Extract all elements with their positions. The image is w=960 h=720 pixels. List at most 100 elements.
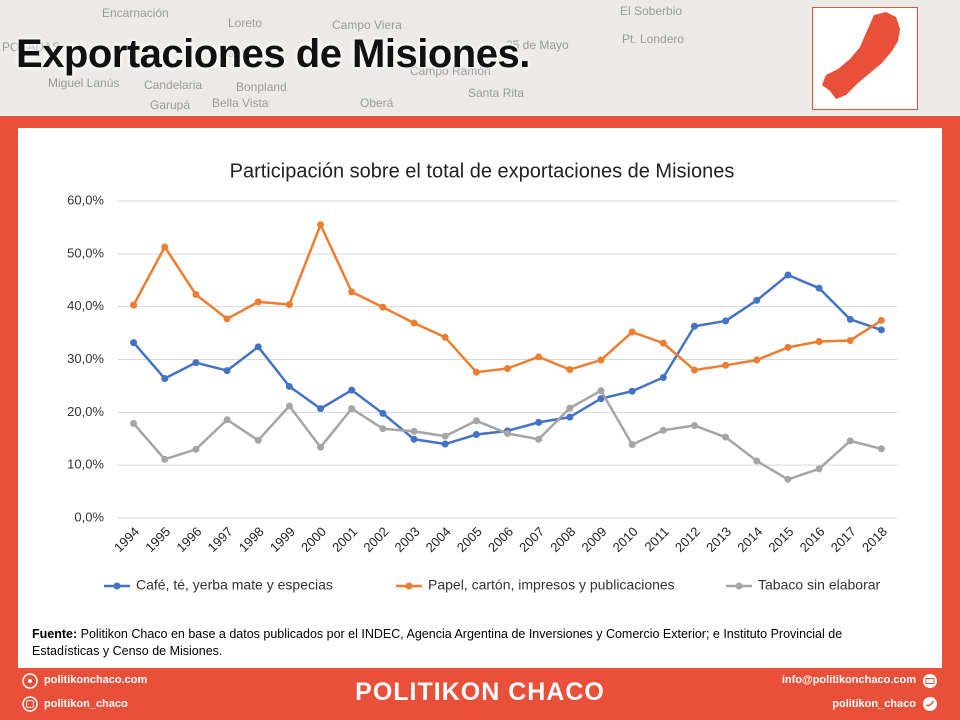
x-tick-label: 1999 bbox=[267, 524, 298, 555]
data-point bbox=[815, 465, 823, 473]
x-tick-label: 2014 bbox=[734, 524, 765, 555]
x-tick-label: 2005 bbox=[454, 524, 485, 555]
email[interactable]: info@politikonchaco.com bbox=[781, 674, 916, 686]
map-label: Loreto bbox=[228, 16, 263, 30]
page-title: Exportaciones de Misiones. bbox=[16, 32, 530, 76]
data-point bbox=[690, 322, 698, 330]
twitter[interactable]: politikon_chaco bbox=[832, 698, 916, 710]
data-point bbox=[410, 319, 418, 327]
panel bbox=[18, 128, 942, 668]
data-point bbox=[659, 426, 667, 434]
map-label: Bonpland bbox=[236, 80, 287, 94]
x-tick-label: 1994 bbox=[111, 524, 142, 555]
province-shape bbox=[822, 12, 900, 99]
data-point bbox=[784, 271, 792, 279]
y-tick-label: 40,0% bbox=[67, 298, 104, 313]
data-point bbox=[628, 328, 636, 336]
data-point bbox=[254, 343, 262, 351]
data-point bbox=[379, 425, 387, 433]
data-point bbox=[192, 359, 200, 367]
data-point bbox=[161, 243, 169, 251]
x-tick-label: 1995 bbox=[142, 524, 173, 555]
data-point bbox=[410, 427, 418, 435]
data-point bbox=[504, 364, 511, 372]
data-point bbox=[815, 284, 823, 292]
data-point bbox=[285, 402, 293, 410]
map-label: 25 de Mayo bbox=[506, 38, 569, 52]
data-point bbox=[566, 404, 574, 412]
legend-label: Papel, cartón, impresos y publicaciones bbox=[428, 577, 675, 593]
x-tick-label: 2011 bbox=[641, 524, 671, 554]
map-label: Santa Rita bbox=[468, 86, 525, 100]
data-point bbox=[348, 288, 356, 296]
y-tick-label: 20,0% bbox=[67, 404, 104, 419]
data-point bbox=[317, 405, 325, 413]
data-point bbox=[130, 339, 138, 347]
legend-label: Café, té, yerba mate y especias bbox=[136, 577, 333, 593]
data-point bbox=[784, 343, 792, 351]
x-tick-label: 2007 bbox=[516, 524, 547, 555]
data-point bbox=[877, 445, 885, 453]
y-tick-label: 30,0% bbox=[67, 351, 104, 366]
chart-title: Participación sobre el total de exportac… bbox=[230, 160, 735, 182]
series-line bbox=[132, 223, 883, 374]
data-point bbox=[815, 338, 823, 346]
data-point bbox=[441, 333, 449, 341]
data-point bbox=[846, 336, 854, 344]
x-tick-label: 1998 bbox=[236, 524, 267, 555]
y-tick-label: 60,0% bbox=[67, 192, 104, 207]
data-point bbox=[628, 441, 636, 449]
data-point bbox=[753, 457, 761, 465]
source-label: Fuente: bbox=[32, 627, 78, 641]
x-tick-label: 2004 bbox=[423, 524, 454, 555]
x-tick-label: 2018 bbox=[859, 524, 890, 555]
legend-marker bbox=[735, 582, 743, 590]
data-point bbox=[659, 339, 667, 347]
x-tick-label: 2000 bbox=[298, 524, 329, 555]
footer-icons-left bbox=[22, 673, 38, 712]
x-tick-label: 2012 bbox=[672, 524, 703, 555]
chart: Participación sobre el total de exportac… bbox=[67, 160, 897, 593]
data-point bbox=[753, 296, 761, 304]
website[interactable]: politikonchaco.com bbox=[44, 674, 148, 686]
data-point bbox=[161, 375, 169, 383]
map-label: POSADAS bbox=[2, 40, 61, 54]
x-tick-label: 2002 bbox=[360, 524, 391, 555]
data-point bbox=[597, 395, 605, 403]
footer-icons-right bbox=[923, 674, 937, 711]
data-point bbox=[348, 405, 356, 413]
data-point bbox=[472, 368, 480, 376]
data-point bbox=[722, 361, 730, 369]
data-point bbox=[192, 291, 200, 299]
data-point bbox=[753, 356, 761, 364]
source-text: Politikon Chaco en base a datos publicad… bbox=[32, 627, 843, 658]
data-point bbox=[223, 367, 231, 375]
data-point bbox=[566, 366, 574, 374]
header: Encarnación Loreto Santa POSADAS Campo Viera… bbox=[0, 0, 960, 116]
instagram[interactable]: politikon_chaco bbox=[44, 698, 128, 710]
map-label: Pt. Londero bbox=[622, 32, 685, 46]
map-label: Bella Vista bbox=[212, 96, 269, 110]
data-point bbox=[379, 409, 387, 417]
map-label: El Soberbio bbox=[620, 4, 683, 18]
y-tick-label: 50,0% bbox=[67, 245, 104, 260]
source: Fuente: Politikon Chaco en base a datos … bbox=[32, 626, 912, 660]
data-point bbox=[254, 436, 262, 444]
data-point bbox=[254, 298, 262, 306]
map-label: Candelaria bbox=[144, 78, 203, 92]
data-point bbox=[472, 431, 480, 439]
data-point bbox=[535, 353, 543, 361]
data-point bbox=[192, 445, 200, 453]
data-point bbox=[130, 419, 138, 427]
x-tick-label: 2006 bbox=[485, 524, 516, 555]
data-point bbox=[223, 315, 231, 323]
data-point bbox=[846, 437, 854, 445]
data-point bbox=[317, 443, 325, 451]
y-tick-label: 0,0% bbox=[74, 509, 104, 524]
legend-label: Tabaco sin elaborar bbox=[758, 577, 881, 593]
x-tick-label: 2017 bbox=[828, 524, 859, 555]
data-point bbox=[722, 433, 730, 441]
data-point bbox=[441, 432, 449, 440]
data-point bbox=[659, 373, 667, 381]
data-point bbox=[566, 413, 574, 421]
